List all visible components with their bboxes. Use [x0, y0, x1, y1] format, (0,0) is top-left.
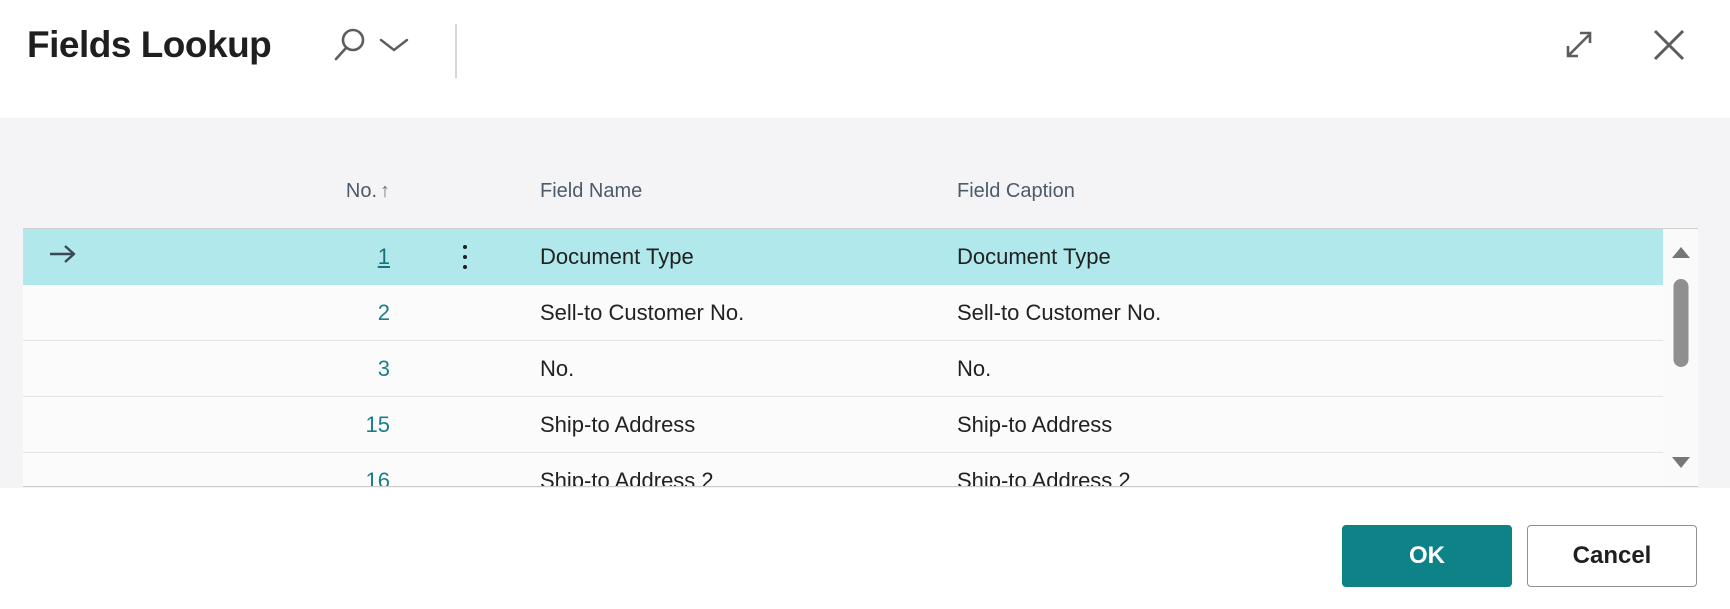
page-title: Fields Lookup [27, 24, 272, 65]
field-name-cell: No. [540, 355, 575, 381]
field-caption-cell: Document Type [957, 243, 1111, 269]
table-row[interactable]: 15 Ship-to Address Ship-to Address [23, 397, 1663, 453]
field-no-link[interactable]: 16 [365, 467, 390, 487]
table-row[interactable]: 3 No. No. [23, 341, 1663, 397]
field-name-cell: Ship-to Address [540, 411, 696, 437]
column-header-field-caption[interactable]: Field Caption [957, 180, 1075, 202]
close-icon [1650, 26, 1688, 67]
field-name-cell: Document Type [540, 243, 694, 269]
table-row[interactable]: 16 Ship-to Address 2 Ship-to Address 2 [23, 453, 1663, 486]
ok-button[interactable]: OK [1342, 524, 1512, 587]
grid-body: 1 Document Type Document Type 2 Sell-to … [23, 229, 1663, 486]
column-header-field-name[interactable]: Field Name [540, 180, 643, 202]
expand-dialog-button[interactable] [1558, 24, 1600, 69]
scrollbar-thumb[interactable] [1673, 279, 1688, 367]
fields-table: No. ↑ Field Name Field Caption 1 Document… [23, 118, 1698, 487]
table-row[interactable]: 1 Document Type Document Type [23, 229, 1663, 285]
dialog-footer: OK Cancel [0, 488, 1730, 609]
field-no-link[interactable]: 1 [377, 243, 390, 269]
titlebar-divider [455, 24, 457, 78]
sort-ascending-icon: ↑ [380, 180, 390, 202]
field-no-link[interactable]: 3 [377, 355, 390, 381]
field-caption-cell: Ship-to Address 2 [957, 467, 1131, 487]
search-button[interactable] [333, 26, 409, 69]
current-row-arrow-icon [48, 244, 78, 269]
scroll-up-icon[interactable] [1671, 247, 1690, 258]
vertical-scrollbar[interactable] [1663, 229, 1698, 486]
chevron-down-icon [379, 37, 409, 58]
field-caption-cell: Ship-to Address [957, 411, 1113, 437]
dialog-titlebar: Fields Lookup [0, 0, 1730, 118]
cancel-button[interactable]: Cancel [1527, 524, 1697, 587]
field-no-link[interactable]: 15 [365, 411, 390, 437]
search-icon [333, 26, 369, 69]
field-caption-cell: Sell-to Customer No. [957, 299, 1162, 325]
field-name-cell: Ship-to Address 2 [540, 467, 714, 487]
expand-icon [1562, 28, 1596, 65]
field-caption-cell: No. [957, 355, 992, 381]
dialog-content: No. ↑ Field Name Field Caption 1 Document… [0, 118, 1730, 488]
field-no-link[interactable]: 2 [377, 299, 390, 325]
close-dialog-button[interactable] [1646, 22, 1692, 71]
table-header-row: No. ↑ Field Name Field Caption [23, 118, 1698, 228]
field-name-cell: Sell-to Customer No. [540, 299, 745, 325]
column-header-no[interactable]: No. ↑ [345, 180, 390, 202]
row-menu-icon[interactable] [463, 244, 467, 269]
table-row[interactable]: 2 Sell-to Customer No. Sell-to Customer … [23, 285, 1663, 341]
scroll-down-icon[interactable] [1671, 457, 1690, 468]
